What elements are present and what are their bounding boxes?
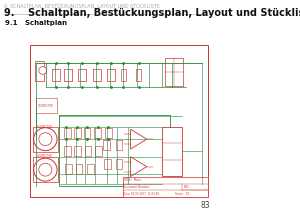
Bar (162, 127, 182, 176)
Bar (34, 61, 44, 81)
Text: Document Number:: Document Number: (123, 185, 150, 189)
Bar (30, 45, 208, 197)
Bar (74, 128, 81, 138)
Bar (65, 164, 72, 174)
Bar (74, 146, 81, 156)
Bar (104, 159, 111, 169)
Bar (59, 115, 170, 187)
Bar (136, 69, 141, 81)
Bar (121, 69, 126, 81)
Bar (122, 177, 208, 197)
Bar (94, 128, 101, 138)
Bar (87, 164, 94, 174)
Bar (64, 128, 71, 138)
Bar (64, 69, 72, 81)
Bar (33, 157, 58, 182)
Text: 9. SCHALTPLAN, BESTÜCKUNGSPLAN, LAYOUT UND STÜCKLISTE: 9. SCHALTPLAN, BESTÜCKUNGSPLAN, LAYOUT U… (4, 4, 160, 10)
Circle shape (34, 158, 57, 181)
Bar (105, 128, 112, 138)
Bar (85, 146, 91, 156)
Bar (33, 127, 58, 152)
Text: 9.1   Schaltplan: 9.1 Schaltplan (5, 21, 68, 26)
Text: Date: 01.03.2007  11:53:50: Date: 01.03.2007 11:53:50 (123, 192, 159, 196)
Circle shape (34, 128, 57, 151)
Bar (165, 58, 183, 86)
Text: CONNECTOR: CONNECTOR (38, 104, 54, 107)
Bar (107, 69, 115, 81)
Bar (76, 164, 82, 174)
Text: CONNECTOR: CONNECTOR (37, 126, 52, 129)
Text: 83: 83 (200, 201, 210, 210)
Bar (64, 146, 71, 156)
Bar (103, 140, 110, 150)
Text: REV:: REV: (184, 185, 190, 189)
Bar (52, 69, 60, 81)
Text: CONNECTOR: CONNECTOR (37, 154, 52, 158)
Bar (78, 69, 86, 81)
Circle shape (39, 67, 46, 74)
Bar (36, 98, 57, 113)
Text: TITLE:  Moxi: TITLE: Moxi (123, 178, 141, 182)
Bar (116, 140, 122, 150)
Bar (84, 128, 90, 138)
Bar (116, 159, 122, 169)
Text: 9.    Schaltplan, Bestückungsplan, Layout und Stückliste: 9. Schaltplan, Bestückungsplan, Layout u… (4, 8, 300, 18)
Bar (93, 69, 101, 81)
Text: Sheet:  1/1: Sheet: 1/1 (175, 192, 190, 196)
Bar (95, 146, 102, 156)
